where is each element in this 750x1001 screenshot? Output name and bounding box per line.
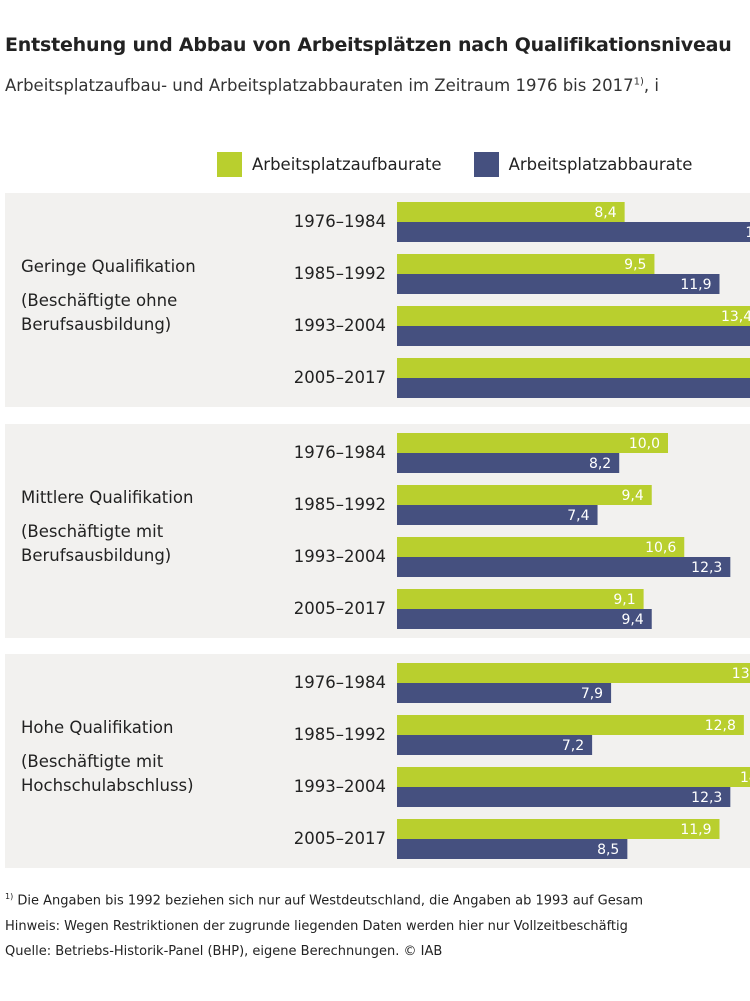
value-label-aufbau-3-4: 11,9	[680, 822, 711, 838]
category-label-2-2: 1985–1992	[294, 495, 386, 514]
footnote-1-text: Die Angaben bis 1992 beziehen sich nur a…	[13, 893, 644, 909]
legend-item-aufbau: Arbeitsplatzaufbaurate	[217, 151, 442, 177]
bar-abbau-1-3	[397, 326, 750, 346]
bar-aufbau-2-1	[397, 433, 668, 453]
value-label-abbau-2-2: 7,4	[567, 508, 589, 524]
chart-subtitle: Arbeitsplatzaufbau- und Arbeitsplatzabba…	[5, 76, 659, 95]
bar-aufbau-3-4	[397, 819, 720, 839]
legend-label-abbau: Arbeitsplatzabbaurate	[508, 154, 693, 174]
footnotes: 1) Die Angaben bis 1992 beziehen sich nu…	[5, 884, 643, 965]
value-label-abbau-1-2: 11,9	[680, 277, 711, 293]
bar-aufbau-1-4	[397, 358, 750, 378]
value-label-abbau-2-1: 8,2	[589, 456, 611, 472]
chart-title: Entstehung und Abbau von Arbeitsplätzen …	[5, 34, 732, 56]
bar-abbau-2-1	[397, 453, 620, 473]
bar-aufbau-2-2	[397, 485, 652, 505]
value-label-abbau-3-4: 8,5	[597, 842, 619, 858]
group-label-2-line-1: Mittlere Qualifikation	[21, 488, 193, 507]
category-label-2-4: 2005–2017	[294, 599, 386, 618]
category-label-1-2: 1985–1992	[294, 264, 386, 283]
bar-abbau-3-4	[397, 839, 628, 859]
bar-abbau-3-3	[397, 787, 731, 807]
legend-swatch-aufbau	[217, 151, 242, 177]
value-label-aufbau-3-1: 13,8	[732, 666, 750, 682]
value-label-aufbau-2-4: 9,1	[613, 592, 635, 608]
subtitle-tail: , i	[643, 76, 659, 95]
value-label-abbau-3-1: 7,9	[581, 686, 603, 702]
bar-aufbau-3-2	[397, 715, 744, 735]
bar-chart: Geringe Qualifikation (Beschäftigte ohne B…	[5, 193, 750, 868]
legend-item-abbau: Arbeitsplatzabbaurate	[473, 151, 693, 177]
category-label-1-1: 1976–1984	[294, 212, 386, 231]
bar-aufbau-3-3	[397, 767, 750, 787]
footnote-1: 1) Die Angaben bis 1992 beziehen sich nu…	[5, 884, 643, 914]
category-label-1-3: 1993–2004	[294, 316, 386, 335]
category-label-3-2: 1985–1992	[294, 725, 386, 744]
value-label-aufbau-2-1: 10,0	[629, 436, 660, 452]
group-label-3-line-1: Hohe Qualifikation	[21, 718, 173, 737]
bar-abbau-2-2	[397, 505, 598, 525]
value-label-aufbau-1-2: 9,5	[624, 257, 646, 273]
group-label-1-line-2: (Beschäftigte ohne	[21, 291, 177, 310]
value-label-aufbau-3-2: 12,8	[705, 718, 736, 734]
bar-aufbau-2-4	[397, 589, 644, 609]
group-label-3-line-2: (Beschäftigte mit	[21, 752, 164, 771]
bar-abbau-3-2	[397, 735, 593, 755]
bar-aufbau-1-1	[397, 202, 625, 222]
category-label-3-1: 1976–1984	[294, 673, 386, 692]
category-label-1-4: 2005–2017	[294, 368, 386, 387]
bar-abbau-2-4	[397, 609, 652, 629]
bar-aufbau-1-3	[397, 306, 750, 326]
bar-abbau-1-1	[397, 222, 750, 242]
bar-abbau-1-4	[397, 378, 750, 398]
footnote-hinweis: Hinweis: Wegen Restriktionen der zugrund…	[5, 918, 628, 934]
category-label-2-3: 1993–2004	[294, 547, 386, 566]
value-label-aufbau-3-3: 14,1	[740, 770, 750, 786]
category-label-3-3: 1993–2004	[294, 777, 386, 796]
value-label-aufbau-2-3: 10,6	[645, 540, 676, 556]
value-label-abbau-3-3: 12,3	[691, 790, 722, 806]
value-label-abbau-3-2: 7,2	[562, 738, 584, 754]
bar-abbau-2-3	[397, 557, 731, 577]
group-label-1-line-3: Berufsausbildung)	[21, 315, 171, 334]
subtitle-text: Arbeitsplatzaufbau- und Arbeitsplatzabba…	[5, 76, 634, 95]
bar-aufbau-3-1	[397, 663, 750, 683]
value-label-aufbau-1-1: 8,4	[594, 205, 616, 221]
group-label-2-line-3: Berufsausbildung)	[21, 546, 171, 565]
group-label-2-line-2: (Beschäftigte mit	[21, 522, 164, 541]
bar-abbau-3-1	[397, 683, 612, 703]
value-label-abbau-2-4: 9,4	[621, 612, 643, 628]
subtitle-footnote-mark: 1)	[633, 76, 644, 88]
value-label-abbau-2-3: 12,3	[691, 560, 722, 576]
chart-legend: Arbeitsplatzaufbaurate Arbeitsplatzabbau…	[217, 150, 692, 178]
value-label-abbau-1-1: 14,3	[745, 225, 750, 241]
value-label-aufbau-2-2: 9,4	[621, 488, 643, 504]
bar-aufbau-2-3	[397, 537, 685, 557]
group-label-1-line-1: Geringe Qualifikation	[21, 257, 196, 276]
value-label-aufbau-1-3: 13,4	[721, 309, 750, 325]
group-label-3-line-3: Hochschulabschluss)	[21, 776, 194, 795]
legend-swatch-abbau	[473, 151, 499, 177]
bar-abbau-1-2	[397, 274, 720, 294]
bar-aufbau-1-2	[397, 254, 655, 274]
footnote-1-mark: 1)	[5, 892, 14, 901]
category-label-3-4: 2005–2017	[294, 829, 386, 848]
category-label-2-1: 1976–1984	[294, 443, 386, 462]
footnote-quelle: Quelle: Betriebs-Historik-Panel (BHP), e…	[5, 944, 443, 960]
legend-label-aufbau: Arbeitsplatzaufbaurate	[252, 154, 442, 174]
